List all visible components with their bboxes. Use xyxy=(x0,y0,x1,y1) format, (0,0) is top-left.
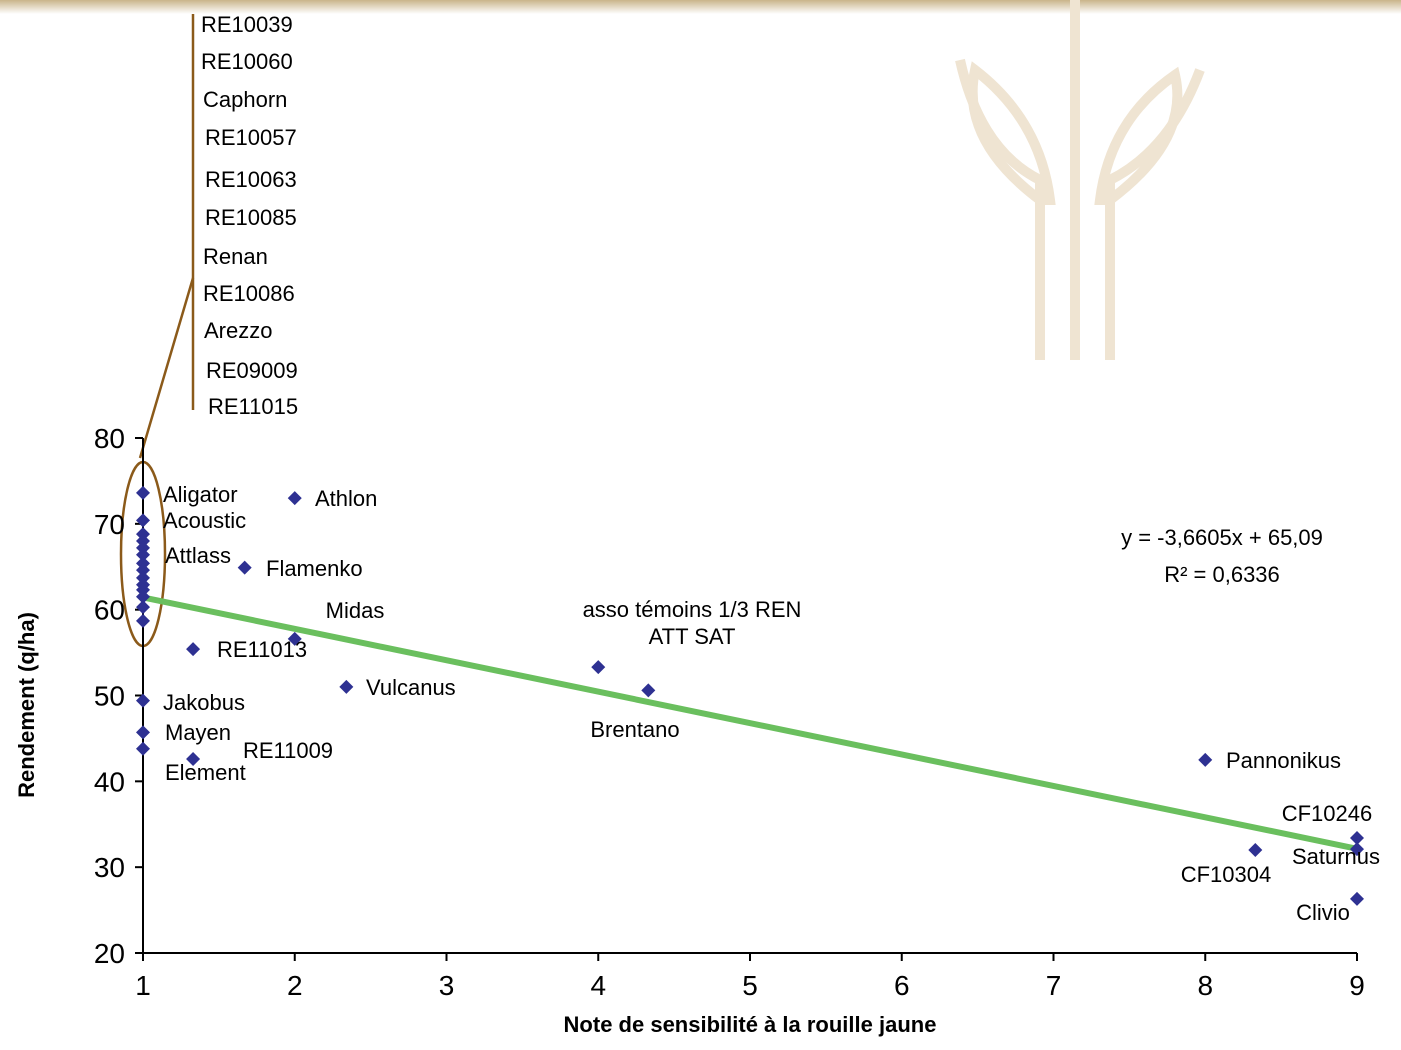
data-point xyxy=(641,683,655,697)
point-label: Athlon xyxy=(315,486,377,511)
data-point xyxy=(136,742,150,756)
data-point xyxy=(186,642,200,656)
point-label: Clivio xyxy=(1296,900,1350,925)
point-label: Mayen xyxy=(165,720,231,745)
y-tick-label: 20 xyxy=(94,938,125,969)
data-point xyxy=(136,486,150,500)
x-tick-label: 4 xyxy=(590,970,606,1001)
x-tick-label: 6 xyxy=(894,970,910,1001)
callout-label: RE11015 xyxy=(208,394,298,419)
y-tick-label: 60 xyxy=(94,595,125,626)
y-tick-label: 80 xyxy=(94,423,125,454)
x-tick-label: 8 xyxy=(1197,970,1213,1001)
data-point xyxy=(136,725,150,739)
x-tick-label: 7 xyxy=(1046,970,1062,1001)
point-label: Jakobus xyxy=(163,690,245,715)
y-tick-label: 40 xyxy=(94,766,125,797)
data-point xyxy=(136,614,150,628)
trend-equation: y = -3,6605x + 65,09 xyxy=(1121,525,1323,550)
point-label: CF10246 xyxy=(1282,801,1373,826)
callout-label: Arezzo xyxy=(204,318,272,343)
data-point xyxy=(238,561,252,575)
y-tick-label: 30 xyxy=(94,852,125,883)
watermark xyxy=(960,0,1200,360)
x-tick-label: 9 xyxy=(1349,970,1365,1001)
point-label: Flamenko xyxy=(266,556,363,581)
point-label: Acoustic xyxy=(163,508,246,533)
point-label: Aligator xyxy=(163,482,238,507)
callout-label: RE10039 xyxy=(201,12,293,37)
point-label: Midas xyxy=(326,598,385,623)
trend-r2: R² = 0,6336 xyxy=(1164,562,1280,587)
x-tick-label: 2 xyxy=(287,970,303,1001)
data-point xyxy=(1350,892,1364,906)
data-point xyxy=(591,660,605,674)
y-axis-title: Rendement (q/ha) xyxy=(14,612,39,798)
x-tick-label: 3 xyxy=(439,970,455,1001)
x-axis-title: Note de sensibilité à la rouille jaune xyxy=(564,1012,937,1037)
y-tick-label: 70 xyxy=(94,509,125,540)
page: Note de sensibilité à la rouille jaune R… xyxy=(0,0,1401,1045)
callout-label: RE10063 xyxy=(205,167,297,192)
callout-label: RE10086 xyxy=(203,281,295,306)
point-label: CF10304 xyxy=(1181,862,1272,887)
data-point xyxy=(136,600,150,614)
callout-label: RE10057 xyxy=(205,125,297,150)
callout-label: RE10060 xyxy=(201,49,293,74)
callout-pointer xyxy=(140,278,193,458)
data-point xyxy=(136,513,150,527)
x-tick-label: 1 xyxy=(135,970,151,1001)
trendline xyxy=(143,597,1357,848)
y-tick-label: 50 xyxy=(94,681,125,712)
data-point xyxy=(1198,753,1212,767)
chart: Note de sensibilité à la rouille jaune R… xyxy=(0,0,1401,1045)
point-label: Pannonikus xyxy=(1226,748,1341,773)
data-point xyxy=(1248,843,1262,857)
data-point xyxy=(339,680,353,694)
point-label: Brentano xyxy=(590,717,679,742)
point-label: Saturnus xyxy=(1292,844,1380,869)
callout-label: RE09009 xyxy=(206,358,298,383)
point-label: Attlass xyxy=(165,543,231,568)
point-label: RE11009 xyxy=(243,738,333,763)
point-label: Element xyxy=(165,760,246,785)
callout-label: Caphorn xyxy=(203,87,287,112)
x-tick-label: 5 xyxy=(742,970,758,1001)
callout-label: RE10085 xyxy=(205,205,297,230)
callout-label: Renan xyxy=(203,244,268,269)
point-label: Vulcanus xyxy=(366,675,456,700)
data-point xyxy=(288,491,302,505)
